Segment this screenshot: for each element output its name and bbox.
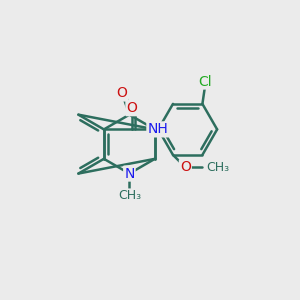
Text: CH₃: CH₃	[206, 161, 229, 174]
Text: O: O	[117, 86, 128, 100]
Text: O: O	[126, 101, 137, 115]
Text: O: O	[180, 160, 191, 174]
Text: Cl: Cl	[199, 74, 212, 88]
Text: CH₃: CH₃	[118, 189, 141, 203]
Text: N: N	[124, 167, 135, 181]
Text: NH: NH	[147, 122, 168, 136]
